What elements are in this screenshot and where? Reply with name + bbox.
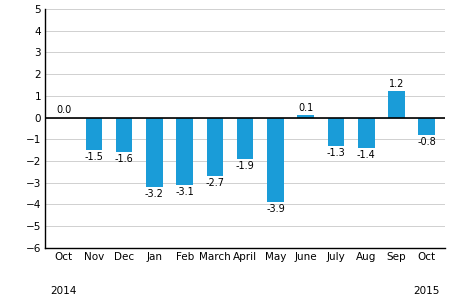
Bar bbox=[419, 117, 435, 135]
Text: -1.4: -1.4 bbox=[357, 150, 375, 160]
Text: -1.3: -1.3 bbox=[326, 148, 345, 158]
Text: -1.5: -1.5 bbox=[84, 152, 103, 162]
Text: -0.8: -0.8 bbox=[417, 137, 436, 147]
Bar bbox=[237, 117, 253, 159]
Text: -3.9: -3.9 bbox=[266, 204, 285, 214]
Text: 2014: 2014 bbox=[50, 286, 77, 296]
Bar bbox=[176, 117, 193, 185]
Bar bbox=[116, 117, 133, 152]
Bar bbox=[297, 115, 314, 117]
Text: -1.6: -1.6 bbox=[115, 154, 133, 164]
Bar bbox=[207, 117, 223, 176]
Bar bbox=[358, 117, 375, 148]
Bar bbox=[85, 117, 102, 150]
Bar bbox=[146, 117, 163, 187]
Text: 0.1: 0.1 bbox=[298, 103, 313, 113]
Text: 1.2: 1.2 bbox=[389, 79, 404, 89]
Bar bbox=[328, 117, 344, 146]
Text: -1.9: -1.9 bbox=[236, 161, 255, 171]
Text: 0.0: 0.0 bbox=[56, 105, 71, 115]
Bar bbox=[388, 92, 405, 117]
Text: -2.7: -2.7 bbox=[205, 178, 224, 188]
Text: 2015: 2015 bbox=[414, 286, 440, 296]
Bar bbox=[267, 117, 284, 202]
Text: -3.1: -3.1 bbox=[175, 187, 194, 197]
Text: -3.2: -3.2 bbox=[145, 189, 164, 199]
